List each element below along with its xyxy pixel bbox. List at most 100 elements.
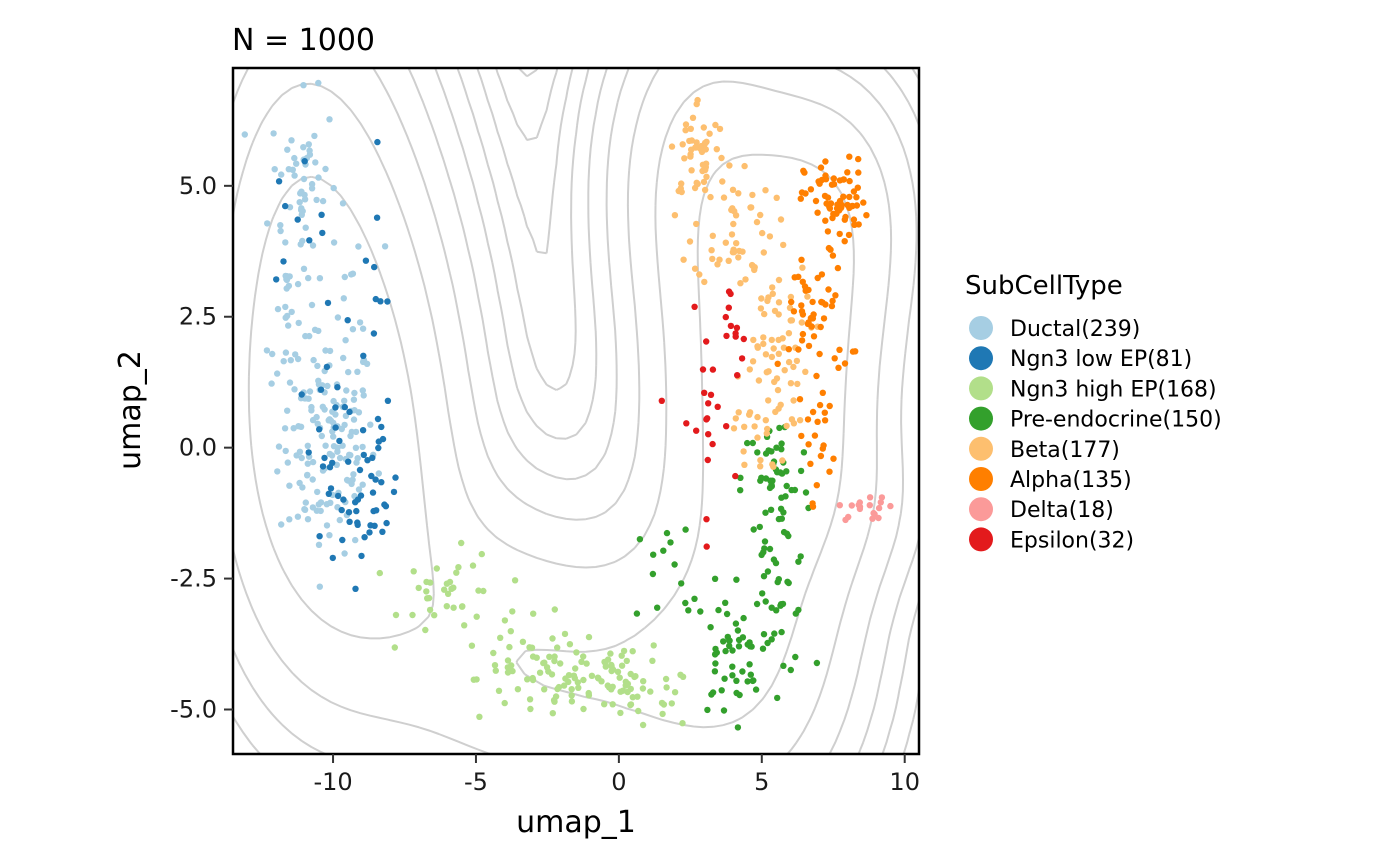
data-point bbox=[378, 479, 385, 486]
data-point bbox=[768, 636, 775, 643]
data-point bbox=[468, 642, 476, 649]
data-point bbox=[543, 664, 551, 671]
data-point bbox=[446, 578, 454, 586]
data-point bbox=[551, 698, 558, 705]
data-point bbox=[804, 416, 812, 423]
data-point bbox=[282, 303, 289, 311]
data-point bbox=[817, 452, 825, 460]
data-point bbox=[566, 641, 574, 648]
data-point bbox=[742, 276, 749, 283]
data-point bbox=[769, 290, 776, 297]
data-point bbox=[585, 689, 592, 697]
legend-key bbox=[969, 316, 993, 340]
data-point bbox=[392, 611, 400, 619]
data-point bbox=[317, 386, 325, 393]
data-point bbox=[767, 506, 775, 513]
contour-line-4 bbox=[233, 68, 919, 754]
data-point bbox=[294, 355, 302, 363]
data-point bbox=[746, 411, 753, 418]
data-point bbox=[788, 317, 796, 324]
data-point bbox=[585, 633, 593, 641]
data-point bbox=[835, 364, 842, 371]
data-point bbox=[824, 228, 832, 235]
data-point bbox=[750, 526, 757, 533]
y-tick-label: 5.0 bbox=[179, 172, 217, 200]
data-point bbox=[704, 415, 711, 422]
data-point bbox=[341, 550, 348, 557]
series-ngn3-high-ep bbox=[376, 539, 687, 729]
x-axis: -10 -5 0 5 10 bbox=[313, 754, 920, 796]
data-point bbox=[712, 121, 719, 129]
data-point bbox=[332, 411, 339, 418]
series-delta bbox=[836, 494, 894, 524]
data-point bbox=[422, 626, 429, 634]
data-point bbox=[826, 402, 833, 410]
data-point bbox=[511, 577, 519, 584]
data-point bbox=[469, 562, 477, 569]
data-point bbox=[798, 189, 806, 196]
data-point bbox=[693, 427, 700, 434]
data-point bbox=[757, 477, 764, 484]
data-point bbox=[821, 417, 829, 424]
data-point bbox=[866, 494, 874, 501]
data-point bbox=[377, 298, 384, 305]
data-point bbox=[336, 437, 343, 445]
data-point bbox=[639, 721, 647, 729]
data-point bbox=[734, 627, 742, 634]
data-point bbox=[766, 545, 774, 553]
data-point bbox=[650, 551, 657, 558]
data-point bbox=[316, 583, 323, 590]
data-point bbox=[764, 639, 771, 647]
data-point bbox=[732, 333, 739, 340]
data-point bbox=[709, 255, 716, 263]
data-point bbox=[659, 710, 666, 718]
data-point bbox=[722, 599, 729, 606]
data-point bbox=[701, 278, 708, 286]
data-point bbox=[580, 653, 587, 660]
data-point bbox=[326, 450, 333, 458]
data-point bbox=[624, 688, 631, 696]
data-point bbox=[778, 628, 785, 636]
data-point bbox=[773, 607, 780, 614]
data-point bbox=[353, 507, 360, 515]
data-point bbox=[601, 701, 608, 708]
data-point bbox=[349, 326, 357, 333]
x-tick-label: -5 bbox=[464, 768, 488, 796]
data-point bbox=[754, 413, 761, 421]
data-point bbox=[753, 600, 761, 608]
scatter-points bbox=[241, 79, 894, 731]
data-point bbox=[359, 427, 367, 434]
data-point bbox=[805, 441, 812, 448]
data-point bbox=[701, 389, 708, 396]
data-point bbox=[814, 209, 821, 216]
data-point bbox=[814, 418, 821, 425]
data-point bbox=[381, 501, 388, 508]
data-point bbox=[791, 486, 799, 494]
data-point bbox=[763, 430, 770, 437]
data-point bbox=[709, 366, 717, 373]
data-point bbox=[737, 474, 744, 481]
data-point bbox=[708, 691, 715, 698]
data-point bbox=[294, 280, 302, 288]
data-point bbox=[757, 211, 764, 219]
data-point bbox=[364, 457, 371, 464]
data-point bbox=[312, 159, 319, 166]
data-point bbox=[805, 286, 812, 294]
data-point bbox=[573, 649, 580, 656]
data-point bbox=[273, 276, 280, 283]
data-point bbox=[820, 442, 827, 449]
data-point bbox=[314, 420, 321, 427]
data-point bbox=[286, 482, 293, 489]
data-point bbox=[327, 499, 334, 506]
data-point bbox=[844, 169, 851, 176]
data-point bbox=[822, 176, 830, 183]
data-point bbox=[476, 713, 483, 720]
data-point bbox=[317, 507, 324, 515]
data-point bbox=[359, 325, 367, 332]
data-point bbox=[768, 336, 775, 344]
data-point bbox=[304, 516, 312, 523]
data-point bbox=[620, 647, 628, 655]
data-point bbox=[732, 472, 739, 480]
data-point bbox=[814, 274, 821, 282]
